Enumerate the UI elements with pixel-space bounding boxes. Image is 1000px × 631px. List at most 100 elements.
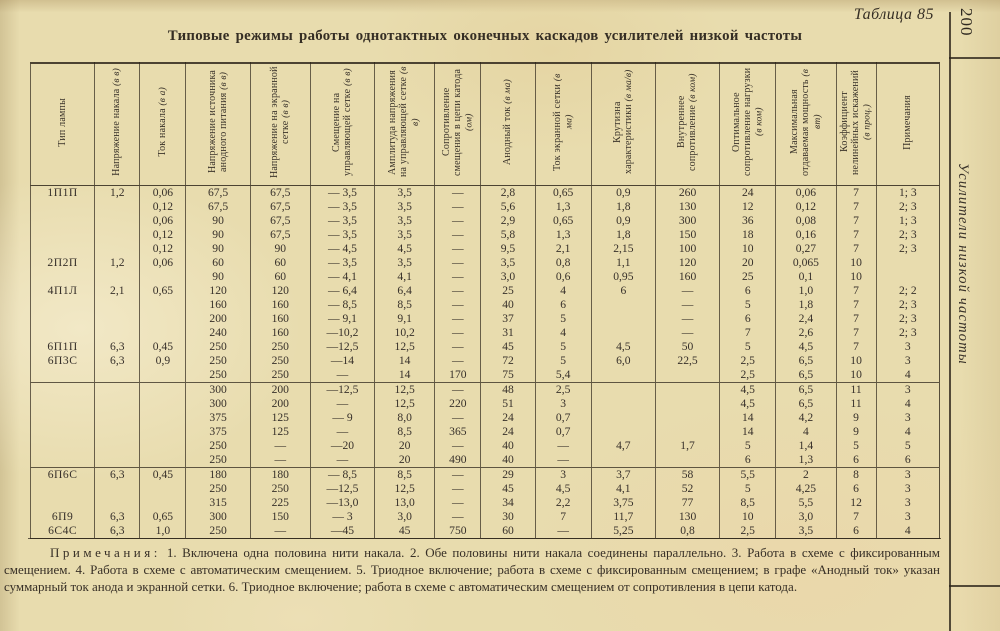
page-title: Типовые режимы работы однотактных оконеч… [167, 28, 803, 44]
table-cell: 0,8 [654, 524, 720, 539]
table-cell: 220 [434, 397, 481, 411]
tube-type-cell [31, 200, 95, 214]
table-cell: 150 [654, 228, 720, 242]
table-cell: 14 [719, 411, 776, 425]
table-cell: 300 [185, 510, 251, 524]
table-cell [94, 326, 140, 340]
table-cell: 90 [185, 242, 251, 256]
table-cell [590, 397, 656, 411]
table-row: 250 250 —12,5 12,5—45 4,5 4,1 52 5 4,25 6 3 [31, 482, 940, 496]
table-cell: 24 [719, 185, 776, 200]
table-cell: 1,3 [534, 200, 592, 214]
table-cell [590, 312, 656, 326]
table-cell: 3,5 [374, 256, 435, 270]
table-row: 240 160 —10,2 10,2—31 4—7 2,6 7 2; 3 [31, 326, 940, 340]
table-cell [875, 256, 940, 270]
table-cell [94, 368, 140, 383]
table-cell: — 6,4 [309, 284, 375, 298]
table-cell: — 9,1 [309, 312, 375, 326]
table-cell: 750 [434, 524, 481, 539]
table-cell: 5 [534, 312, 592, 326]
table-cell: — [434, 270, 481, 284]
table-cell: 315 [185, 496, 251, 510]
table-cell [139, 453, 186, 468]
table-cell: 0,45 [139, 340, 186, 354]
tube-type-cell [31, 411, 95, 425]
table-cell: 52 [654, 482, 720, 496]
table-cell: — 4,1 [309, 270, 375, 284]
table-cell: 75 [480, 368, 536, 383]
table-cell: 170 [434, 368, 481, 383]
table-cell: 160 [249, 326, 311, 340]
table-row: 250— —20 20—40—4,7 1,7 5 1,4 5 5 [31, 439, 940, 453]
table-cell: — [434, 326, 481, 340]
header-row: Тип лампы Напряжение накала (в в) Ток нака… [30, 63, 940, 186]
table-row: 6С4С 6,3 1,0 250— —45 45 750 60—5,25 0,8 2,5 3,5 6 4 [31, 524, 940, 539]
table-cell: 3 [875, 482, 940, 496]
margin-caption: Усилители низкой частоты [955, 163, 971, 365]
table-cell: 20 [719, 256, 776, 270]
table-cell: 180 [249, 467, 311, 482]
table-cell: 1; 3 [875, 185, 940, 200]
tube-modes-table: Тип лампы Напряжение накала (в в) Ток нака… [30, 62, 940, 539]
column-header: Ток накала (в а) [139, 63, 186, 186]
table-cell: 0,9 [139, 354, 186, 368]
column-header: Коэффициент нелинейных искажений (в проц… [835, 63, 877, 186]
table-cell: 250 [185, 482, 251, 496]
table-cell [94, 439, 140, 453]
table-cell: 6,4 [374, 284, 435, 298]
table-cell: — [434, 411, 481, 425]
tube-type-cell [31, 425, 95, 439]
table-cell: 3 [875, 340, 940, 354]
table-cell [590, 453, 656, 468]
table-cell: 6,3 [94, 467, 140, 482]
table-cell [94, 312, 140, 326]
table-cell: 25 [480, 284, 536, 298]
table-cell: 0,06 [775, 185, 837, 200]
table-cell: 250 [185, 340, 251, 354]
table-cell: — [654, 326, 720, 340]
table-cell: 225 [249, 496, 311, 510]
table-cell: — [309, 397, 375, 411]
table-cell: 6 [719, 312, 776, 326]
table-cell: 4 [534, 284, 592, 298]
table-cell: — 3,5 [309, 256, 375, 270]
table-row: 315 225 —13,0 13,0—34 2,2 3,75 77 8,5 5,5 12 3 [31, 496, 940, 510]
table-cell: 2; 3 [875, 228, 940, 242]
table-cell: 8,5 [374, 425, 435, 439]
table-row: 250 250—14 170 75 5,4 2,5 6,5 10 4 [30, 368, 940, 383]
table-cell: 3 [875, 411, 940, 425]
table-cell: 0,1 [775, 270, 837, 284]
table-cell: 0,16 [775, 228, 837, 242]
table-cell [590, 298, 656, 312]
table-cell: 7 [835, 298, 877, 312]
table-cell: 3,5 [374, 185, 435, 200]
table-cell: 0,065 [775, 256, 837, 270]
table-cell: 25 [719, 270, 776, 284]
table-cell: 2; 3 [875, 200, 940, 214]
table-cell: 1,8 [590, 200, 656, 214]
notes: Примечания: 1. Включена одна половина нит… [4, 545, 940, 596]
table-cell: 8,0 [374, 411, 435, 425]
table-cell: 31 [480, 326, 536, 340]
column-header: Крутизна характеристики (в ма/в) [590, 63, 656, 186]
table-cell: 6 [835, 453, 877, 468]
table-cell: 8,5 [374, 298, 435, 312]
table-cell: 180 [185, 467, 251, 482]
table-cell: 250 [185, 524, 251, 539]
table-cell [590, 368, 656, 383]
table-cell: 3,5 [775, 524, 837, 539]
table-cell: 2,6 [775, 326, 837, 340]
table-cell: 300 [185, 397, 251, 411]
table-cell [654, 382, 720, 397]
table-cell: 6 [835, 524, 877, 539]
table-cell: 4,5 [374, 242, 435, 256]
table-cell: 4,5 [719, 382, 776, 397]
table-cell: 2; 3 [875, 298, 940, 312]
table-cell: 2; 3 [875, 312, 940, 326]
table-cell: 11,7 [590, 510, 656, 524]
table-cell: 14 [719, 425, 776, 439]
table-cell: — [434, 185, 481, 200]
table-cell: — 3,5 [309, 200, 375, 214]
